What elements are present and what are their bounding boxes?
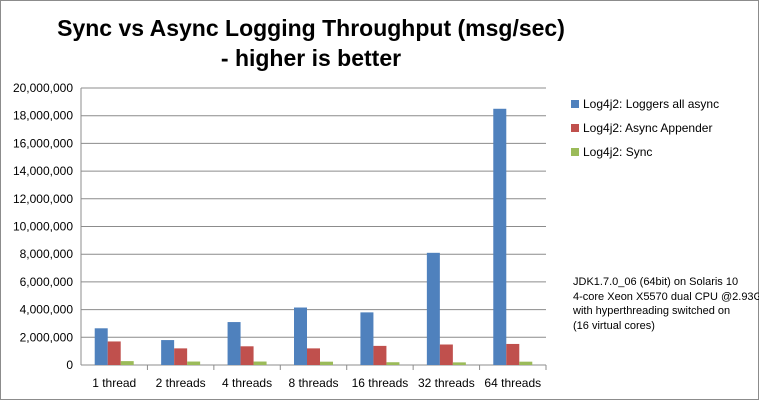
bar-log4j2-async-appender-2: [240, 346, 254, 365]
annotation-line-4: (16 virtual cores): [573, 319, 655, 332]
bar-log4j2-loggers-all-async-4: [360, 312, 374, 365]
bar-log4j2-sync-3: [320, 361, 333, 365]
x-tick-label: 8 threads: [288, 376, 338, 390]
bar-log4j2-async-appender-0: [107, 341, 121, 365]
bar-log4j2-sync-4: [386, 362, 400, 365]
bar-log4j2-sync-2: [253, 361, 267, 365]
chart-title: Sync vs Async Logging Throughput (msg/se…: [1, 13, 621, 73]
bar-log4j2-async-appender-6: [506, 343, 520, 365]
bar-log4j2-loggers-all-async-5: [426, 252, 440, 365]
y-tick-label: 8,000,000: [20, 247, 74, 261]
legend-swatch: [571, 148, 579, 156]
annotation-line-1: JDK1.7.0_06 (64bit) on Solaris 10: [573, 276, 739, 288]
bar-log4j2-sync-6: [519, 361, 533, 365]
annotation-line-2: 4-core Xeon X5570 dual CPU @2.93GHz: [573, 290, 759, 303]
bar-log4j2-sync-0: [120, 361, 134, 365]
bar-log4j2-loggers-all-async-3: [294, 307, 307, 365]
x-tick-label: 1 thread: [92, 376, 136, 390]
x-tick-label: 64 threads: [484, 376, 541, 390]
bar-log4j2-async-appender-1: [174, 348, 188, 365]
bar-log4j2-loggers-all-async-0: [94, 328, 108, 365]
y-tick-label: 14,000,000: [13, 164, 73, 178]
legend-label: Log4j2: Loggers all async: [583, 97, 719, 111]
y-tick-label: 20,000,000: [13, 81, 73, 95]
legend-label: Log4j2: Sync: [583, 145, 652, 159]
bar-log4j2-async-appender-4: [373, 345, 387, 365]
bar-log4j2-loggers-all-async-6: [493, 108, 507, 366]
y-tick-label: 2,000,000: [20, 330, 74, 344]
y-tick-label: 0: [66, 358, 73, 372]
x-tick-label: 16 threads: [352, 376, 409, 390]
chart-title-line-2: - higher is better: [220, 45, 402, 71]
x-tick-label: 2 threads: [156, 376, 206, 390]
x-tick-label: 4 threads: [222, 376, 272, 390]
y-tick-label: 16,000,000: [13, 136, 73, 150]
legend-swatch: [571, 100, 579, 108]
bar-log4j2-loggers-all-async-1: [161, 340, 175, 365]
y-tick-label: 12,000,000: [13, 192, 73, 206]
annotation-line-3: with hyperthreading switched on: [573, 305, 731, 317]
bar-log4j2-sync-5: [452, 362, 466, 365]
bar-log4j2-loggers-all-async-2: [227, 322, 241, 365]
chart-title-line-1: Sync vs Async Logging Throughput (msg/se…: [57, 15, 565, 41]
y-tick-label: 10,000,000: [13, 220, 73, 234]
legend-swatch: [571, 124, 579, 132]
y-tick-label: 6,000,000: [20, 275, 74, 289]
y-tick-label: 18,000,000: [13, 109, 73, 123]
bar-log4j2-sync-1: [187, 361, 201, 365]
hardware-annotation: JDK1.7.0_06 (64bit) on Solaris 10 4-core…: [573, 275, 759, 333]
legend-label: Log4j2: Async Appender: [583, 121, 712, 135]
x-tick-label: 32 threads: [418, 376, 475, 390]
bar-log4j2-async-appender-5: [439, 344, 453, 365]
bar-log4j2-async-appender-3: [307, 348, 320, 365]
y-tick-label: 4,000,000: [20, 303, 74, 317]
